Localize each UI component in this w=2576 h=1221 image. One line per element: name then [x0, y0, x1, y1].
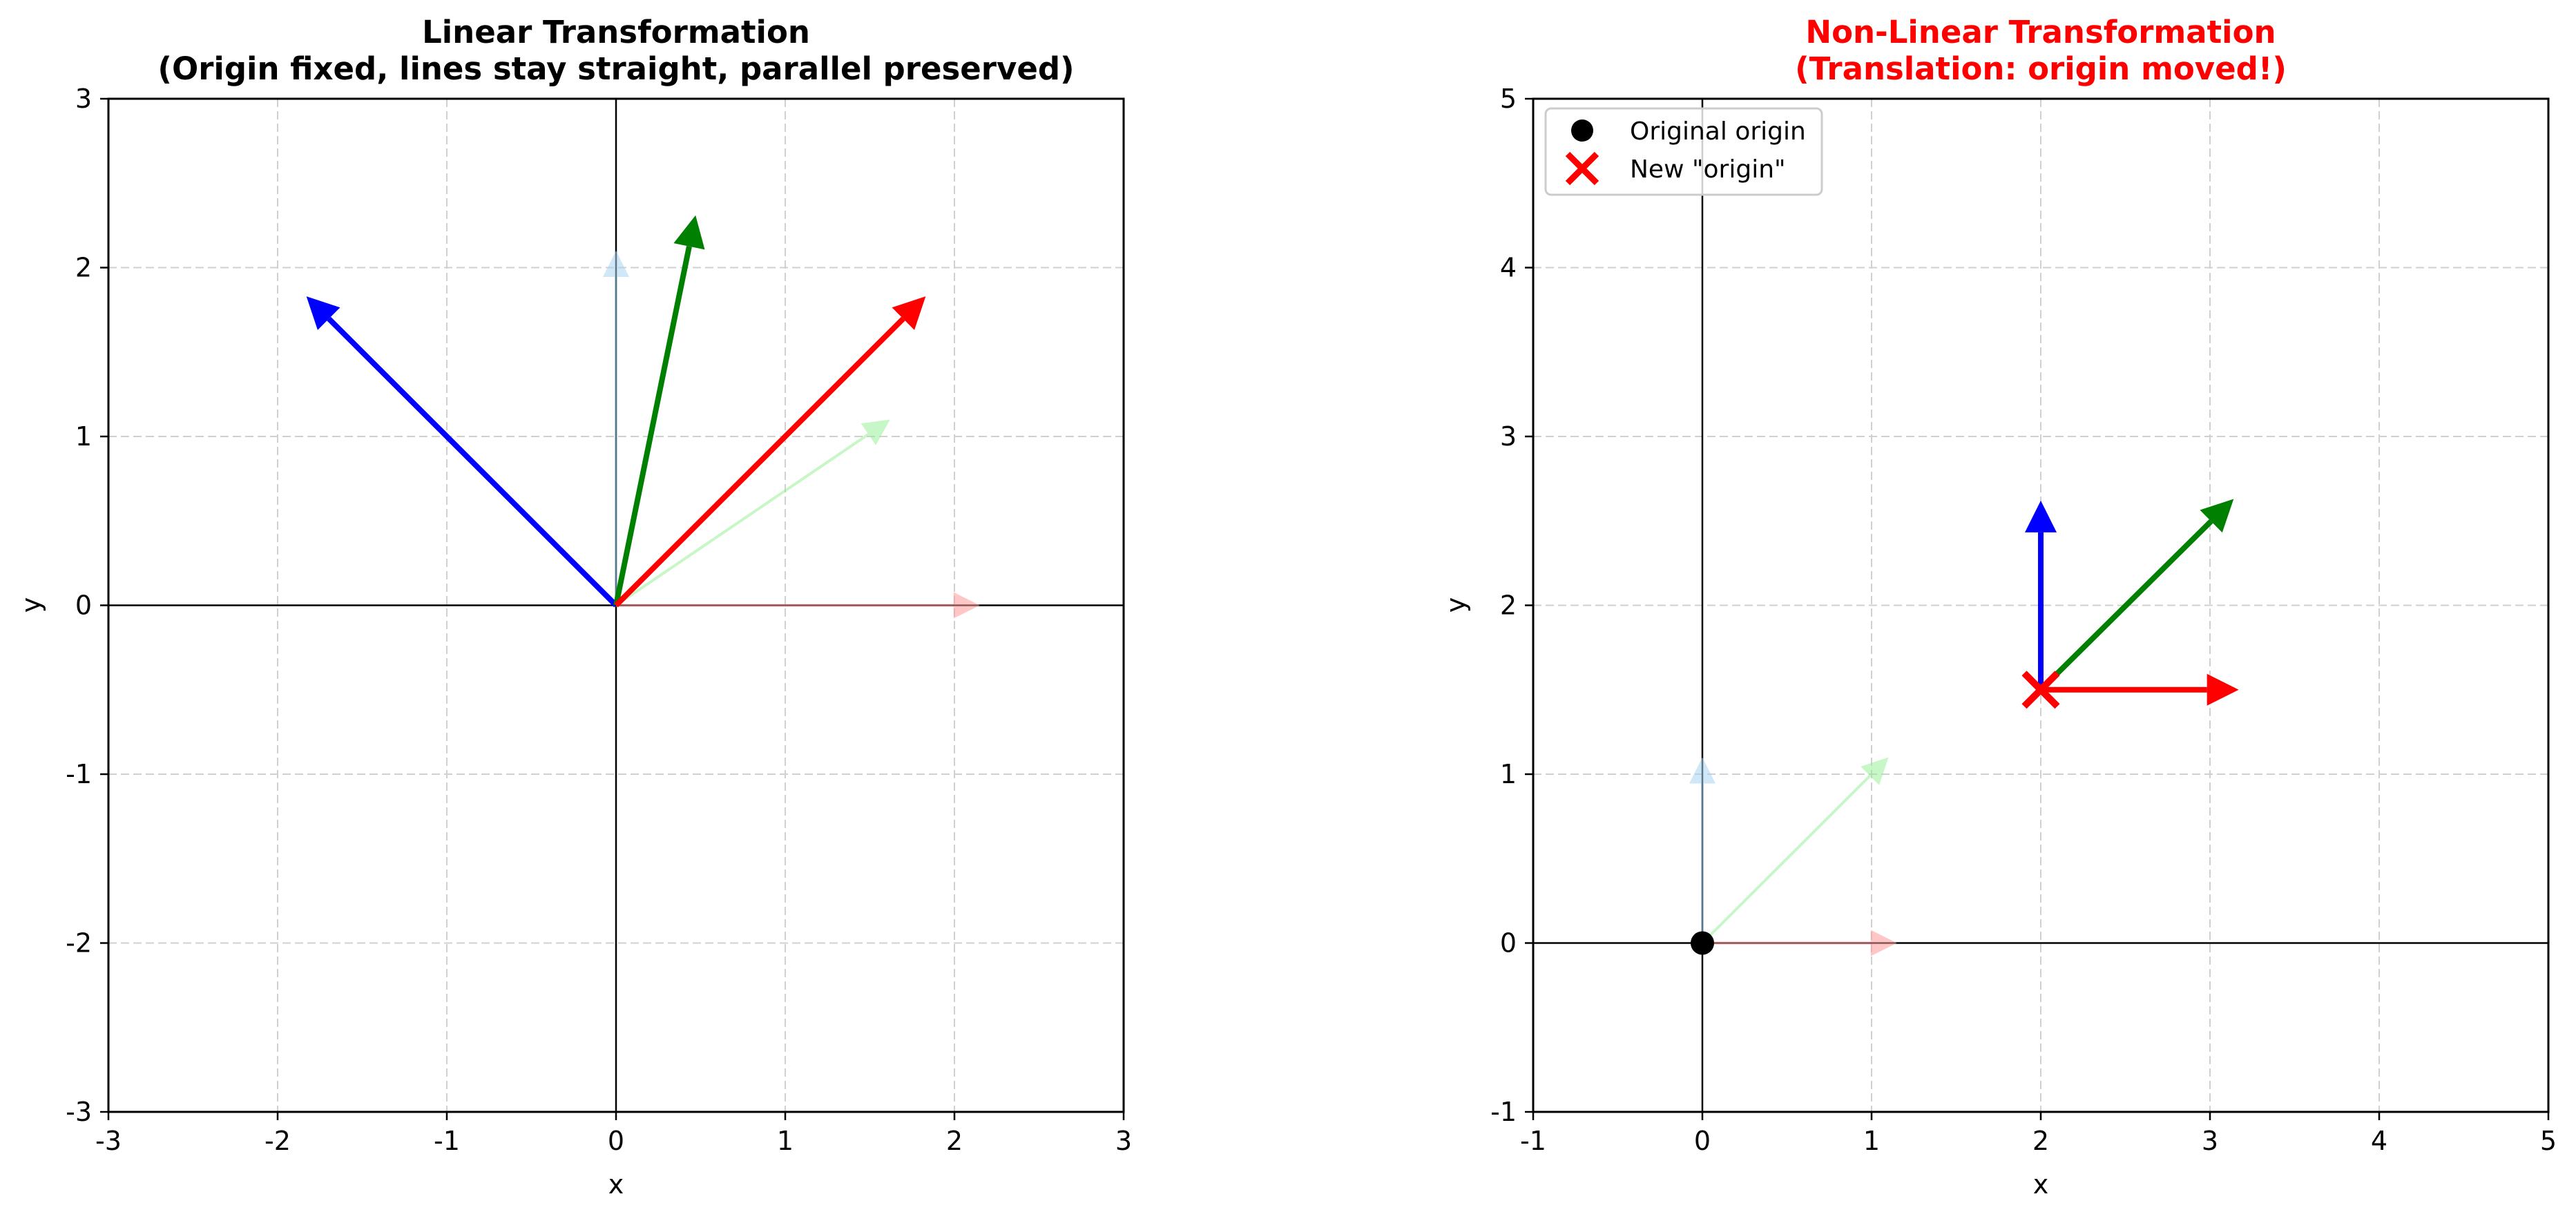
y-tick-label: 0 — [1500, 928, 1517, 959]
chart-title-line2: (Translation: origin moved!) — [1795, 50, 2287, 87]
y-axis-label: y — [1441, 597, 1471, 613]
legend-label-original-origin: Original origin — [1630, 117, 1806, 146]
vector-transformed — [613, 215, 705, 606]
legend: Original origin New "origin" — [1544, 107, 1823, 196]
markers — [1691, 671, 2060, 955]
y-tick-label: 0 — [75, 590, 92, 621]
vector-transformed — [2039, 499, 2234, 692]
origin-marker-circle — [1691, 931, 1714, 955]
y-tick-label: 3 — [1500, 421, 1517, 452]
y-tick-label: 2 — [75, 253, 92, 283]
chart-title-line1: Linear Transformation — [422, 14, 810, 50]
legend-marker-circle — [1571, 119, 1593, 142]
vector-original — [1689, 757, 1715, 943]
vector-head — [892, 296, 926, 330]
y-tick-label: -2 — [66, 928, 92, 959]
chart-title-line2: (Origin fixed, lines stay straight, para… — [157, 50, 1074, 87]
y-tick-label: 2 — [1500, 590, 1517, 621]
ticks: -1 0 1 2 3 4 5 -1 0 1 2 3 4 5 — [1490, 84, 2557, 1156]
vector-original — [616, 592, 980, 619]
x-tick-label: -1 — [1520, 1126, 1546, 1156]
x-tick-label: 3 — [1115, 1126, 1132, 1156]
vector-transformed — [614, 296, 926, 608]
x-tick-label: 5 — [2540, 1126, 2557, 1156]
ticks: -3 -2 -1 0 1 2 3 -3 -2 -1 0 1 2 3 — [66, 84, 1132, 1156]
origin-marker-x — [2021, 671, 2060, 709]
y-tick-label: 4 — [1500, 253, 1517, 283]
vectors — [306, 215, 980, 619]
vector-original — [603, 251, 629, 606]
vectors — [1689, 499, 2239, 956]
vector-transformed — [306, 296, 618, 608]
x-tick-label: -1 — [434, 1126, 460, 1156]
non-linear-transformation-chart: Non-Linear Transformation (Translation: … — [1441, 14, 2557, 1200]
vector-head — [1861, 757, 1889, 785]
vector-head — [673, 215, 705, 250]
y-tick-label: -1 — [1490, 1097, 1517, 1127]
vector-head — [861, 419, 890, 445]
y-tick-label: 1 — [1500, 759, 1517, 789]
legend-marker-x — [1565, 151, 1599, 186]
vector-shaft — [327, 316, 618, 608]
x-tick-label: 3 — [2202, 1126, 2218, 1156]
chart-title-line1: Non-Linear Transformation — [1805, 14, 2276, 50]
x-tick-label: 2 — [2032, 1126, 2049, 1156]
vector-original — [1701, 757, 1889, 944]
x-tick-label: 2 — [946, 1126, 963, 1156]
y-tick-label: 5 — [1500, 84, 1517, 114]
x-axis-label: x — [608, 1169, 624, 1200]
vector-transformed — [2041, 673, 2239, 706]
x-tick-label: 0 — [608, 1126, 624, 1156]
vector-original — [615, 419, 890, 607]
x-tick-label: 4 — [2371, 1126, 2387, 1156]
vector-shaft — [614, 316, 905, 608]
vector-head — [953, 592, 980, 619]
vector-head — [2025, 500, 2057, 532]
vector-head — [1870, 930, 1897, 956]
x-tick-label: 1 — [777, 1126, 794, 1156]
y-axis-label: y — [16, 597, 46, 613]
vector-original — [1702, 930, 1897, 956]
legend-label-new-origin: New "origin" — [1630, 155, 1786, 184]
vector-shaft — [613, 245, 692, 606]
x-tick-label: -2 — [265, 1126, 291, 1156]
vector-head — [603, 251, 629, 278]
vector-head — [1689, 757, 1715, 784]
vector-shaft — [1701, 774, 1872, 944]
y-tick-label: 1 — [75, 421, 92, 452]
vector-shaft — [2039, 519, 2213, 692]
x-tick-label: -3 — [95, 1126, 122, 1156]
vector-head — [306, 296, 340, 330]
y-tick-label: -1 — [66, 759, 92, 789]
x-tick-label: 1 — [1863, 1126, 1880, 1156]
y-tick-label: -3 — [66, 1097, 92, 1127]
x-axis-label: x — [2033, 1169, 2049, 1200]
vector-head — [2200, 499, 2234, 533]
y-tick-label: 3 — [75, 84, 92, 114]
x-tick-label: 0 — [1694, 1126, 1711, 1156]
vector-transformed — [2025, 500, 2057, 690]
linear-transformation-chart: Linear Transformation (Origin fixed, lin… — [16, 14, 1132, 1200]
vector-shaft — [615, 433, 869, 607]
vector-head — [2207, 673, 2239, 706]
legend-frame — [1544, 107, 1823, 196]
